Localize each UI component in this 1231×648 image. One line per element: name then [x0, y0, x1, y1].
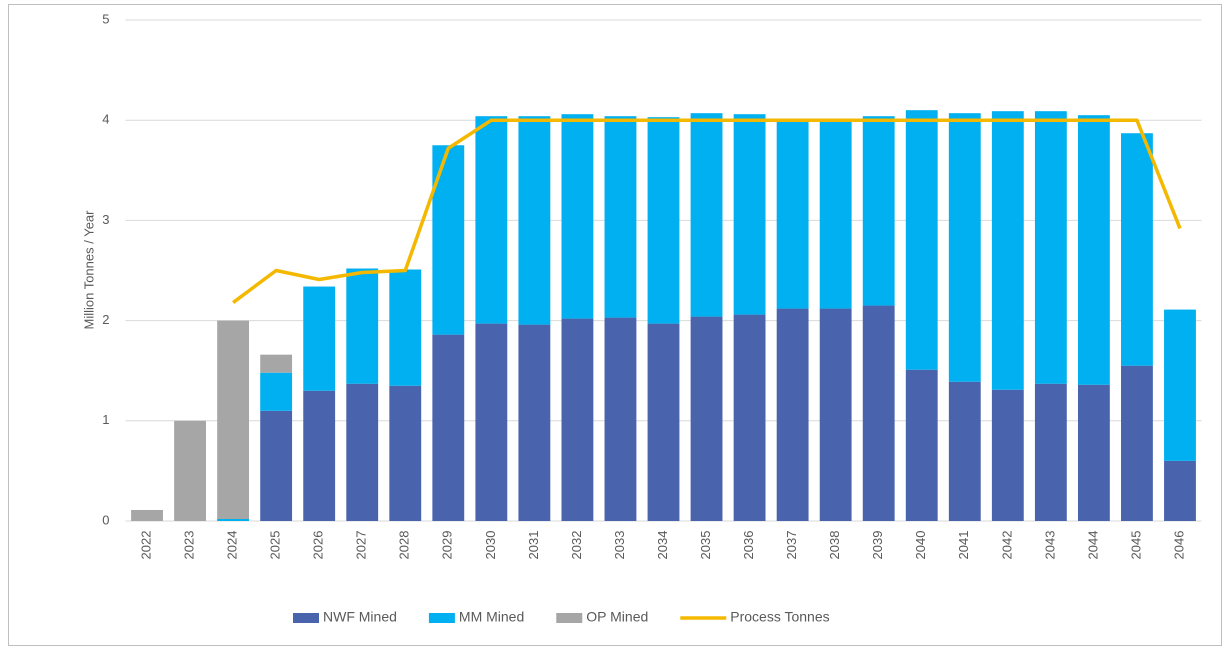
- legend-swatch: [428, 613, 455, 623]
- chart-border: [8, 4, 1222, 646]
- x-tick-label: 2044: [1085, 531, 1100, 560]
- bar-segment: [260, 410, 293, 521]
- bar-segment: [518, 324, 551, 521]
- bar-segment: [303, 390, 336, 521]
- y-axis-label: Million Tonnes / Year: [81, 210, 96, 330]
- bar-segment: [475, 323, 508, 521]
- bar-segment: [561, 114, 594, 319]
- x-tick-label: 2033: [612, 531, 627, 560]
- x-tick-label: 2037: [784, 531, 799, 560]
- bar-segment: [991, 111, 1024, 390]
- bar-segment: [1164, 309, 1196, 461]
- x-tick-label: 2046: [1171, 531, 1186, 560]
- legend-label: MM Mined: [459, 609, 524, 625]
- y-tick-label: 5: [102, 11, 109, 26]
- bar-segment: [905, 110, 938, 370]
- legend-label: OP Mined: [586, 609, 648, 625]
- bar-segment: [733, 114, 766, 315]
- bar-segment: [862, 116, 895, 306]
- y-tick-label: 3: [102, 212, 109, 227]
- bar-segment: [1121, 133, 1153, 366]
- x-tick-label: 2040: [913, 531, 928, 560]
- y-tick-label: 0: [102, 512, 109, 527]
- bar-segment: [346, 383, 379, 521]
- bar-segment: [217, 320, 250, 519]
- x-tick-label: 2036: [741, 531, 756, 560]
- x-tick-label: 2022: [138, 531, 153, 560]
- legend-swatch: [293, 613, 319, 623]
- bar-segment: [862, 305, 895, 521]
- bar-segment: [346, 268, 379, 384]
- bar-segment: [260, 372, 293, 411]
- legend-swatch: [556, 613, 583, 623]
- bar-segment: [217, 518, 250, 521]
- x-tick-label: 2042: [999, 531, 1014, 560]
- legend-label: Process Tonnes: [730, 609, 829, 625]
- bar-segment: [948, 381, 981, 521]
- bar-segment: [690, 113, 723, 317]
- bar-segment: [432, 334, 465, 521]
- x-tick-label: 2026: [311, 531, 326, 560]
- y-tick-label: 1: [102, 412, 109, 427]
- x-tick-label: 2039: [870, 531, 885, 560]
- bar-segment: [260, 354, 293, 373]
- x-tick-label: 2028: [397, 531, 412, 560]
- line-series: [232, 118, 1182, 304]
- x-tick-label: 2038: [827, 531, 842, 560]
- x-tick-label: 2032: [569, 531, 584, 560]
- bar-segment: [475, 116, 508, 324]
- bar-segment: [303, 286, 336, 391]
- bar-segment: [733, 314, 766, 521]
- bar-segment: [131, 509, 163, 521]
- x-tick-label: 2034: [655, 531, 670, 560]
- x-tick-label: 2030: [483, 531, 498, 560]
- bar-segment: [604, 116, 637, 318]
- bar-segment: [1077, 384, 1110, 521]
- bar-segment: [174, 420, 206, 521]
- bar-segment: [776, 120, 809, 309]
- bar-segment: [518, 116, 551, 325]
- y-tick-label: 4: [102, 112, 109, 127]
- bar-segment: [819, 120, 852, 309]
- bar-segment: [647, 117, 680, 324]
- bar-segment: [1034, 383, 1067, 521]
- bar-segment: [905, 369, 938, 521]
- bar-segment: [647, 323, 680, 521]
- bar-segment: [561, 318, 594, 521]
- y-tick-label: 2: [102, 312, 109, 327]
- bar-segment: [991, 389, 1024, 521]
- bar-segment: [776, 308, 809, 521]
- x-tick-label: 2029: [440, 531, 455, 560]
- bar-segment: [604, 317, 637, 521]
- bar-segment: [1164, 460, 1196, 521]
- bar-segment: [389, 269, 422, 386]
- bar-segment: [948, 113, 981, 382]
- x-tick-label: 2045: [1128, 531, 1143, 560]
- bar-segment: [432, 145, 465, 335]
- x-tick-label: 2041: [956, 531, 971, 560]
- legend-label: NWF Mined: [323, 609, 397, 625]
- bar-segment: [1121, 365, 1153, 521]
- bar-segment: [819, 308, 852, 521]
- bar-segment: [389, 385, 422, 521]
- x-tick-label: 2027: [354, 531, 369, 560]
- x-tick-label: 2023: [181, 531, 196, 560]
- x-tick-label: 2031: [526, 531, 541, 560]
- bar-segment: [690, 316, 723, 521]
- x-tick-label: 2024: [225, 531, 240, 560]
- bar-segment: [1034, 111, 1067, 384]
- x-tick-label: 2035: [698, 531, 713, 560]
- x-tick-label: 2025: [268, 531, 283, 560]
- x-tick-label: 2043: [1042, 531, 1057, 560]
- bar-segment: [1077, 115, 1110, 385]
